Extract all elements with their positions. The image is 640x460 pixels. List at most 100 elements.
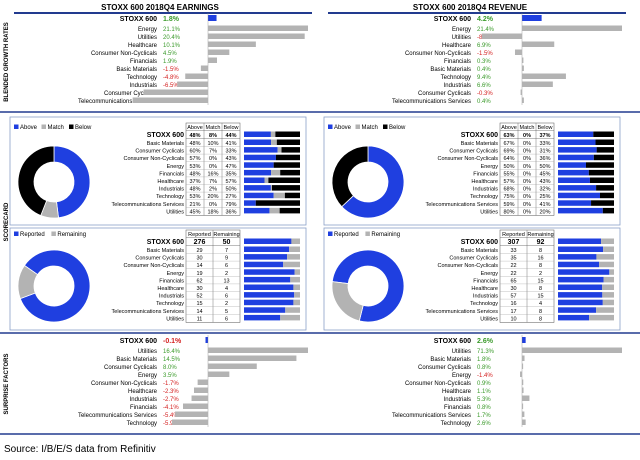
- revenue-growth-value: 21.4%: [477, 27, 495, 33]
- earnings-scorecard-stack-segment: [255, 200, 300, 206]
- earnings-reported-row-name: Consumer Cyclicals: [135, 256, 184, 262]
- earnings-growth-bar: [208, 57, 218, 63]
- earnings-reported-stack-segment: [244, 314, 281, 321]
- revenue-surprise-category: Consumer Cyclicals: [418, 365, 471, 371]
- revenue-scorecard-row-name: Industrials: [473, 187, 498, 193]
- earnings-growth-category: Healthcare: [128, 43, 158, 49]
- earnings-surprise-category: Consumer Cyclicals: [104, 365, 157, 371]
- revenue-reported-cell: 33: [510, 248, 516, 254]
- revenue-reported-stack-segment: [558, 292, 603, 298]
- revenue-scorecard-stack-segment: [595, 139, 614, 145]
- earnings-scorecard-cell: 16%: [207, 171, 218, 177]
- revenue-surprise-bar: [522, 379, 524, 385]
- revenue-surprise-category: Financials: [444, 405, 471, 411]
- earnings-reported-donut-slice-reported: [19, 249, 91, 323]
- revenue-surprise-bar: [520, 371, 522, 377]
- revenue-surprise-value: 71.3%: [477, 349, 495, 355]
- earnings-scorecard-stack-segment: [284, 192, 300, 199]
- earnings-scorecard-stack-segment: [244, 192, 274, 199]
- earnings-reported-legend-swatch: [14, 231, 19, 236]
- earnings-scorecard-cell: 7%: [209, 149, 217, 155]
- revenue-scorecard-row-name: Utilities: [480, 209, 498, 215]
- revenue-surprise-value: 5.3%: [477, 397, 491, 403]
- earnings-reported-cell: 29: [196, 248, 202, 254]
- earnings-growth-bar: [143, 89, 208, 95]
- earnings-surprise-category: Financials: [130, 405, 157, 411]
- earnings-reported-legend-item: Remaining: [57, 232, 86, 238]
- earnings-growth-value: 4.5%: [163, 51, 177, 57]
- revenue-growth-category: Industrials: [444, 83, 471, 89]
- revenue-reported-box: [323, 227, 621, 331]
- revenue-reported-cell: 22: [510, 271, 516, 277]
- earnings-growth-category: Energy: [138, 27, 157, 33]
- earnings-reported-row-name: Basic Materials: [147, 248, 185, 254]
- revenue-scorecard-total-cell: 63%: [503, 133, 514, 139]
- revenue-reported-cell: 65: [510, 278, 516, 284]
- earnings-reported-stack-segment: [244, 276, 291, 283]
- earnings-scorecard-donut-slice-below: [17, 145, 55, 216]
- revenue-reported-row-name: Energy: [481, 271, 499, 277]
- revenue-scorecard-title: STOXX 600: [461, 132, 498, 139]
- earnings-scorecard-row-name: Technology: [156, 194, 184, 200]
- earnings-scorecard-row-name: Consumer Non-Cyclicals: [123, 156, 184, 162]
- section-label-blended: BLENDED GROWTH RATES: [4, 22, 10, 102]
- earnings-scorecard-cell: 53%: [189, 164, 200, 170]
- earnings-scorecard-total-cell: 48%: [189, 133, 200, 139]
- revenue-reported-donut-slice-remaining: [331, 281, 364, 322]
- earnings-scorecard-stack-segment: [272, 185, 300, 191]
- earnings-reported-cell: 19: [196, 271, 202, 277]
- earnings-reported-cell: 5: [225, 309, 228, 315]
- revenue-scorecard-legend-swatch: [328, 124, 333, 129]
- earnings-reported-row-name: Consumer Non-Cyclicals: [123, 263, 184, 269]
- revenue-reported-stack-segment: [558, 269, 610, 275]
- revenue-surprise-category: Energy: [452, 373, 471, 379]
- earnings-reported-row-name: Healthcare: [157, 286, 184, 292]
- revenue-reported-legend-swatch: [365, 231, 370, 236]
- earnings-surprise-value: 8.0%: [163, 365, 177, 371]
- revenue-growth-bar: [522, 81, 553, 87]
- revenue-surprise-bar: [522, 347, 622, 353]
- earnings-surprise-value: -5.9%: [163, 421, 179, 427]
- earnings-surprise-category: Energy: [138, 373, 157, 379]
- revenue-scorecard-stack-segment: [558, 154, 594, 161]
- earnings-scorecard-stack-segment: [269, 207, 280, 214]
- revenue-surprise-total-bar: [522, 337, 526, 343]
- earnings-reported-total-stack: [291, 238, 300, 244]
- revenue-surprise-value: 1.7%: [477, 413, 491, 419]
- revenue-scorecard-cell: 64%: [503, 156, 514, 162]
- revenue-reported-stack-segment: [558, 284, 603, 290]
- earnings-scorecard-stack-segment: [273, 192, 285, 199]
- earnings-reported-title: STOXX 600: [147, 239, 184, 246]
- revenue-scorecard-cell: 0%: [523, 202, 531, 208]
- earnings-reported-stack-segment: [244, 284, 294, 290]
- earnings-surprise-bar: [208, 347, 308, 353]
- earnings-growth-value: 21.1%: [163, 27, 181, 33]
- revenue-scorecard-cell: 32%: [539, 187, 550, 193]
- revenue-surprise-category: Consumer Non-Cyclicals: [405, 381, 471, 387]
- section-label-scorecard: SCORECARD: [4, 202, 10, 241]
- earnings-scorecard-legend-swatch: [69, 124, 74, 129]
- revenue-reported-legend-item: Reported: [334, 232, 359, 238]
- revenue-surprise-bar: [522, 355, 525, 361]
- revenue-surprise-category: Technology: [441, 421, 471, 427]
- earnings-surprise-category: Consumer Non-Cyclicals: [91, 381, 157, 387]
- revenue-scorecard-stack-segment: [602, 207, 614, 214]
- revenue-growth-category: Financials: [444, 59, 471, 65]
- earnings-scorecard-row-name: Energy: [167, 164, 185, 170]
- earnings-scorecard-stack-segment: [264, 177, 269, 183]
- revenue-reported-row-name: Consumer Non-Cyclicals: [437, 263, 498, 269]
- revenue-growth-value: 0.3%: [477, 59, 491, 65]
- earnings-scorecard-col-header: Above: [187, 125, 203, 131]
- revenue-scorecard-stack-segment: [591, 200, 614, 206]
- revenue-growth-bar: [481, 33, 522, 39]
- earnings-scorecard-cell: 41%: [225, 141, 236, 147]
- earnings-scorecard-stack-segment: [244, 200, 256, 206]
- earnings-scorecard-stack-segment: [279, 207, 300, 214]
- revenue-reported-total-stack: [558, 238, 602, 244]
- revenue-reported-total-cell: 92: [537, 239, 545, 246]
- revenue-scorecard-row-name: Technology: [470, 194, 498, 200]
- revenue-reported-stack-segment: [558, 261, 600, 268]
- earnings-growth-bar: [185, 73, 208, 79]
- revenue-surprise-value: 2.6%: [477, 421, 491, 427]
- earnings-scorecard-cell: 43%: [225, 156, 236, 162]
